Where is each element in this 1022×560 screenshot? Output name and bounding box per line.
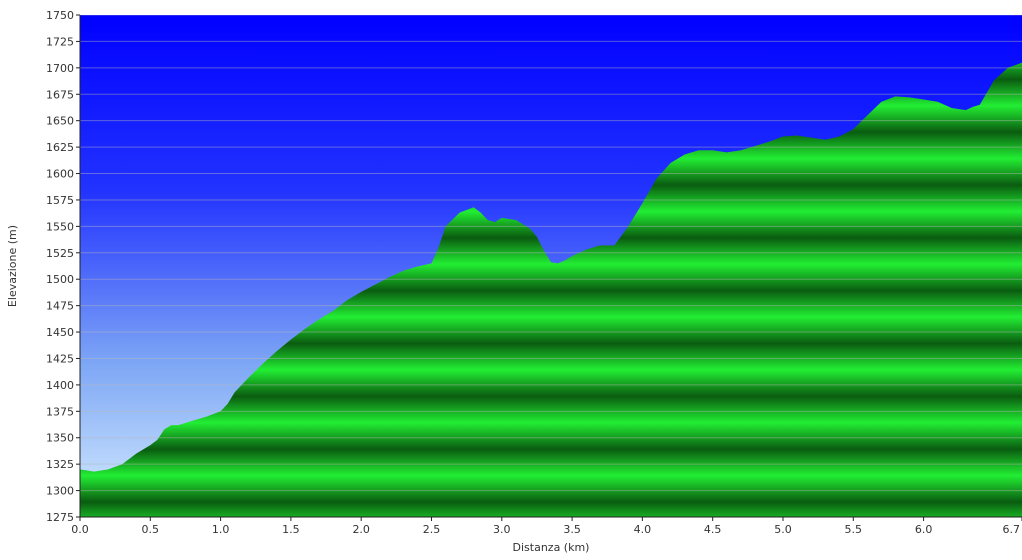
y-tick-label: 1500 (46, 273, 74, 286)
y-tick-label: 1325 (46, 458, 74, 471)
x-tick-label: 4.5 (704, 523, 722, 536)
x-tick-label: 0.0 (71, 523, 89, 536)
y-tick-label: 1675 (46, 88, 74, 101)
x-tick-label: 5.5 (845, 523, 863, 536)
x-tick-label: 1.5 (282, 523, 300, 536)
x-axis-title: Distanza (km) (513, 541, 590, 554)
y-tick-label: 1300 (46, 485, 74, 498)
y-tick-label: 1725 (46, 35, 74, 48)
y-tick-label: 1650 (46, 115, 74, 128)
x-tick-label: 5.0 (774, 523, 792, 536)
y-tick-label: 1375 (46, 405, 74, 418)
y-tick-label: 1400 (46, 379, 74, 392)
x-tick-label: 3.5 (563, 523, 581, 536)
x-tick-label: 1.0 (212, 523, 230, 536)
y-tick-label: 1450 (46, 326, 74, 339)
y-tick-label: 1600 (46, 168, 74, 181)
x-tick-label: 0.5 (142, 523, 160, 536)
y-tick-label: 1350 (46, 432, 74, 445)
x-tick-label: 6.7 (1003, 523, 1021, 536)
y-tick-label: 1625 (46, 141, 74, 154)
y-tick-label: 1750 (46, 9, 74, 22)
x-axis-ticks: 0.0 0.5 1.0 1.5 2.0 2.5 3.0 3.5 4.0 4.5 5.0 5.5 6.0 6… (71, 517, 1022, 536)
grid-overlay (80, 15, 1022, 517)
x-tick-label: 3.0 (493, 523, 511, 536)
y-axis-title: Elevazione (m) (6, 225, 19, 307)
x-tick-label: 2.5 (423, 523, 441, 536)
y-tick-label: 1575 (46, 194, 74, 207)
x-tick-label: 2.0 (352, 523, 370, 536)
x-tick-label: 4.0 (634, 523, 652, 536)
y-tick-label: 1425 (46, 352, 74, 365)
y-tick-label: 1475 (46, 300, 74, 313)
y-tick-label: 1275 (46, 511, 74, 524)
y-tick-label: 1700 (46, 62, 74, 75)
elevation-area (80, 62, 1022, 517)
y-tick-label: 1550 (46, 220, 74, 233)
x-tick-label: 6.0 (915, 523, 933, 536)
y-axis-ticks: 1275 1300 1325 1350 1375 1400 1425 1450 1475 1500… (46, 9, 80, 524)
y-tick-label: 1525 (46, 247, 74, 260)
